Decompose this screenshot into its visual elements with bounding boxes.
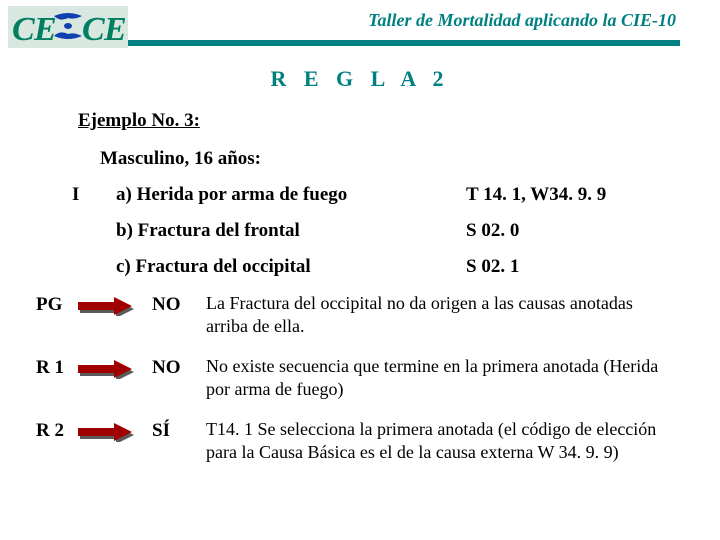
cause-code: S 02. 0 xyxy=(466,220,519,242)
rule-answer: SÍ xyxy=(152,418,206,442)
arrow-cell xyxy=(78,418,152,442)
rule-label: PG xyxy=(36,292,78,316)
rule-answer: NO xyxy=(152,355,206,379)
svg-text:E: E xyxy=(33,11,57,48)
logo: C E C E xyxy=(8,6,128,48)
svg-text:C: C xyxy=(82,11,105,48)
cause-code: T 14. 1, W34. 9. 9 xyxy=(466,184,606,206)
rule-answer: NO xyxy=(152,292,206,316)
workshop-title: Taller de Mortalidad aplicando la CIE-10 xyxy=(368,10,676,31)
cause-part: I xyxy=(72,184,116,206)
rule-row: R 1 NO No existe secuencia que termine e… xyxy=(36,355,720,400)
example-label: Ejemplo No. 3: xyxy=(78,110,720,132)
rule-row: R 2 SÍ T14. 1 Se selecciona la primera a… xyxy=(36,418,720,463)
arrow-right-icon xyxy=(78,422,136,442)
cause-desc: c) Fractura del occipital xyxy=(116,256,466,278)
arrow-cell xyxy=(78,355,152,379)
rule-label: R 2 xyxy=(36,418,78,442)
rule-explain: No existe secuencia que termine en la pr… xyxy=(206,355,666,400)
header: C E C E Taller de Mortalidad aplicando l… xyxy=(0,0,720,60)
cause-desc: b) Fractura del frontal xyxy=(116,220,466,242)
svg-text:C: C xyxy=(12,11,35,48)
rule-heading: R E G L A 2 xyxy=(0,66,720,92)
cause-desc: a) Herida por arma de fuego xyxy=(116,184,466,206)
patient-info: Masculino, 16 años: xyxy=(100,148,720,170)
rules-section: PG NO La Fractura del occipital no da or… xyxy=(36,292,720,463)
rule-row: PG NO La Fractura del occipital no da or… xyxy=(36,292,720,337)
causes-section: I a) Herida por arma de fuego T 14. 1, W… xyxy=(72,184,720,278)
rule-explain: La Fractura del occipital no da origen a… xyxy=(206,292,666,337)
rule-label: R 1 xyxy=(36,355,78,379)
cause-code: S 02. 1 xyxy=(466,256,519,278)
cause-row: b) Fractura del frontal S 02. 0 xyxy=(72,220,720,242)
arrow-cell xyxy=(78,292,152,316)
arrow-right-icon xyxy=(78,296,136,316)
svg-text:E: E xyxy=(103,11,127,48)
header-divider xyxy=(128,40,680,46)
cause-row: c) Fractura del occipital S 02. 1 xyxy=(72,256,720,278)
rule-explain: T14. 1 Se selecciona la primera anotada … xyxy=(206,418,666,463)
cause-row: I a) Herida por arma de fuego T 14. 1, W… xyxy=(72,184,720,206)
arrow-right-icon xyxy=(78,359,136,379)
